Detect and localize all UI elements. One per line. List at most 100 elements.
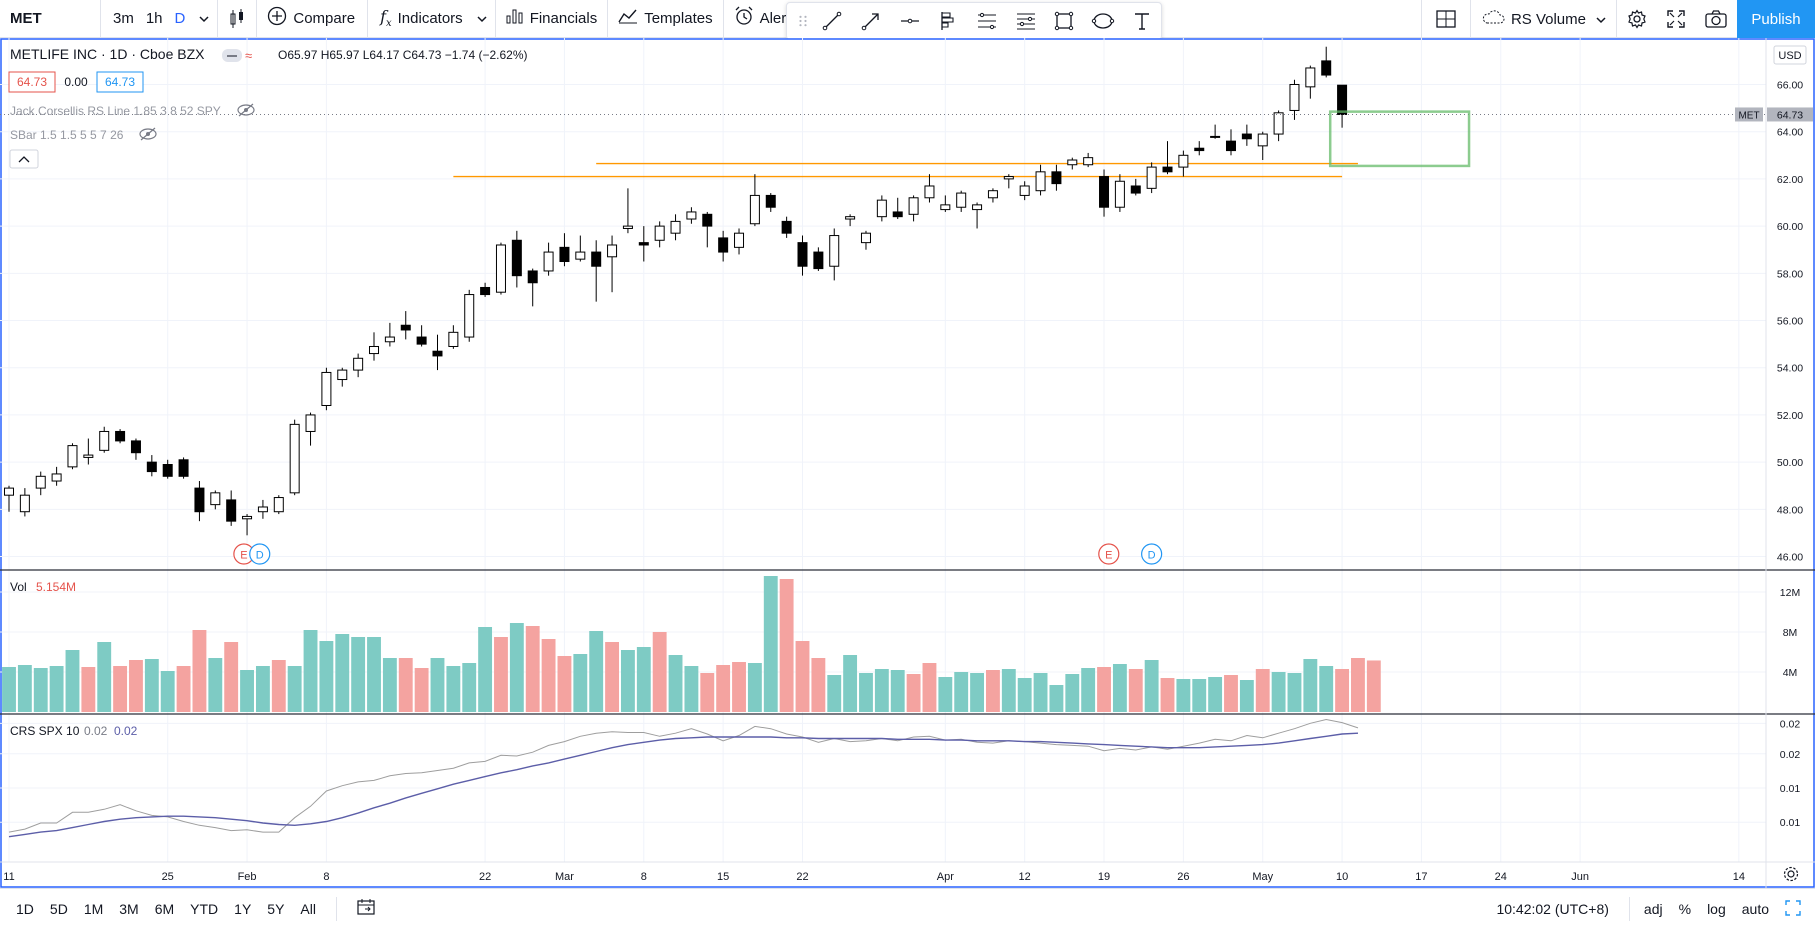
- price-axis[interactable]: 66.00 64.00 62.00 60.00 58.00 56.00 54.00 52.00…: [1777, 79, 1803, 829]
- indicator-rs-line-label[interactable]: Jack Corsellis RS Line 1.85 3 8 52 SPY: [10, 104, 221, 118]
- candle-body: [797, 242, 808, 267]
- arrow-line-icon[interactable]: [852, 3, 891, 39]
- range-3m[interactable]: 3M: [119, 900, 139, 917]
- hidden-eye-icon[interactable]: [237, 103, 255, 117]
- volume-bar: [938, 677, 953, 712]
- legend-wave-icon[interactable]: ≈: [245, 48, 252, 63]
- range-ytd[interactable]: YTD: [190, 900, 219, 917]
- chart-area[interactable]: MET 64.73 66.00 64.00 62.00 60.00 58.00 56.00 5…: [0, 38, 1815, 888]
- financials-button[interactable]: Financials: [496, 0, 608, 38]
- divider: [367, 0, 369, 38]
- percent-toggle[interactable]: %: [1678, 901, 1692, 917]
- interval-3m[interactable]: 3m: [113, 10, 134, 27]
- volume-bar: [652, 632, 667, 712]
- candle-body: [305, 414, 316, 432]
- horizontal-ray-icon[interactable]: [890, 3, 929, 39]
- range-all[interactable]: All: [300, 900, 316, 917]
- event-marker-circle: [1141, 543, 1163, 565]
- maximize-icon[interactable]: [1777, 899, 1815, 919]
- indicator-sbar-label[interactable]: SBar 1.5 1.5 5 5 7 26: [10, 128, 124, 142]
- collapse-legend-button[interactable]: [9, 149, 39, 169]
- alert-button[interactable]: Alert: [724, 0, 801, 38]
- range-6m[interactable]: 6M: [154, 900, 175, 917]
- trend-line-icon[interactable]: [813, 3, 852, 39]
- interval-dropdown-chevron-icon[interactable]: [191, 0, 217, 38]
- range-5y[interactable]: 5Y: [267, 900, 285, 917]
- settings-gear-icon[interactable]: [1617, 0, 1657, 38]
- range-1m[interactable]: 1M: [83, 900, 104, 917]
- x-tick-label: 24: [1495, 871, 1507, 883]
- volume-bar: [605, 642, 619, 712]
- drawings[interactable]: MET 64.73: [0, 107, 1813, 168]
- axis-settings-gear-icon[interactable]: [1783, 866, 1799, 882]
- volume-bar: [859, 673, 873, 712]
- templates-button[interactable]: Templates: [608, 0, 722, 38]
- chart-type-candles-icon[interactable]: [218, 0, 256, 38]
- bid-box[interactable]: [8, 71, 56, 93]
- go-to-date-calendar-icon[interactable]: [349, 899, 383, 918]
- rectangle-icon[interactable]: [1045, 3, 1084, 39]
- volume-bar: [1192, 679, 1207, 712]
- drag-handle-icon[interactable]: [793, 3, 813, 39]
- volume-bar: [986, 670, 1000, 712]
- snapshot-camera-icon[interactable]: [1695, 0, 1737, 38]
- ellipse-icon[interactable]: [1084, 3, 1123, 39]
- x-tick-label: Feb: [238, 871, 257, 883]
- compare-button[interactable]: Compare: [257, 0, 367, 38]
- x-tick-label: 19: [1098, 871, 1110, 883]
- volume-bar: [303, 630, 318, 712]
- event-marker-label: D: [1148, 550, 1156, 562]
- time-axis[interactable]: 11 25 Feb 8 22 Mar 8 15 22 Apr 12 19 26 May 10 17 24 Jun 1…: [3, 871, 1745, 883]
- range-1d[interactable]: 1D: [16, 900, 34, 917]
- fib-retracement-icon[interactable]: [1006, 3, 1045, 39]
- layout-grid-icon[interactable]: [1422, 0, 1470, 38]
- volume-bar: [716, 665, 731, 712]
- volume-bar: [525, 626, 540, 712]
- candle-body: [1067, 159, 1078, 166]
- parallel-channel-icon[interactable]: [968, 3, 1007, 39]
- symbol-search[interactable]: MET: [10, 10, 42, 27]
- candle-body: [622, 225, 633, 229]
- candle-body: [781, 220, 792, 234]
- hidden-eye-icon[interactable]: [139, 127, 157, 141]
- volume-bar: [668, 655, 683, 712]
- interval-d[interactable]: D: [174, 10, 186, 27]
- fullscreen-icon[interactable]: [1657, 0, 1695, 38]
- range-1y[interactable]: 1Y: [234, 900, 252, 917]
- text-tool-icon[interactable]: [1122, 3, 1161, 39]
- log-toggle[interactable]: log: [1707, 901, 1726, 917]
- rs-volume-layout[interactable]: RS Volume: [1471, 0, 1616, 38]
- chart-svg[interactable]: MET 64.73 66.00 64.00 62.00 60.00 58.00 56.00 5…: [0, 38, 1815, 888]
- candle-body: [575, 251, 586, 260]
- indicators-button[interactable]: fx Indicators: [368, 0, 469, 38]
- volume-bar: [1001, 669, 1016, 712]
- candle-body: [813, 251, 824, 270]
- ask-box[interactable]: [96, 71, 144, 93]
- currency-label-box[interactable]: [1773, 45, 1807, 65]
- horizontal-lines[interactable]: [453, 162, 1358, 178]
- bottom-toolbar: 1D 5D 1M 3M 6M YTD 1Y 5Y All 10:42:02 (U…: [0, 888, 1815, 928]
- volume-bar: [287, 666, 302, 712]
- divider: [1616, 0, 1617, 38]
- adj-toggle[interactable]: adj: [1643, 901, 1663, 917]
- interval-1h[interactable]: 1h: [145, 10, 163, 27]
- volume-bar: [2, 667, 16, 712]
- auto-toggle[interactable]: auto: [1741, 901, 1769, 917]
- volume-bar: [398, 658, 413, 712]
- volume-bar: [1239, 680, 1254, 712]
- indicators-chevron-icon[interactable]: [469, 0, 495, 38]
- volume-bar: [843, 655, 858, 712]
- candle-body: [718, 237, 729, 253]
- flag-marker-icon[interactable]: [929, 3, 968, 39]
- candle-body: [1273, 112, 1284, 135]
- volume-bar: [446, 666, 461, 712]
- publish-button[interactable]: Publish: [1737, 0, 1815, 38]
- volume-bar: [1128, 669, 1143, 712]
- volume-bar: [97, 642, 112, 712]
- volume-bar: [700, 673, 715, 712]
- price-tick-label: 64.00: [1777, 127, 1803, 139]
- alert-label: Alert: [759, 10, 791, 27]
- clock-time[interactable]: 10:42:02 (UTC+8): [1496, 901, 1609, 917]
- range-5d[interactable]: 5D: [49, 900, 68, 917]
